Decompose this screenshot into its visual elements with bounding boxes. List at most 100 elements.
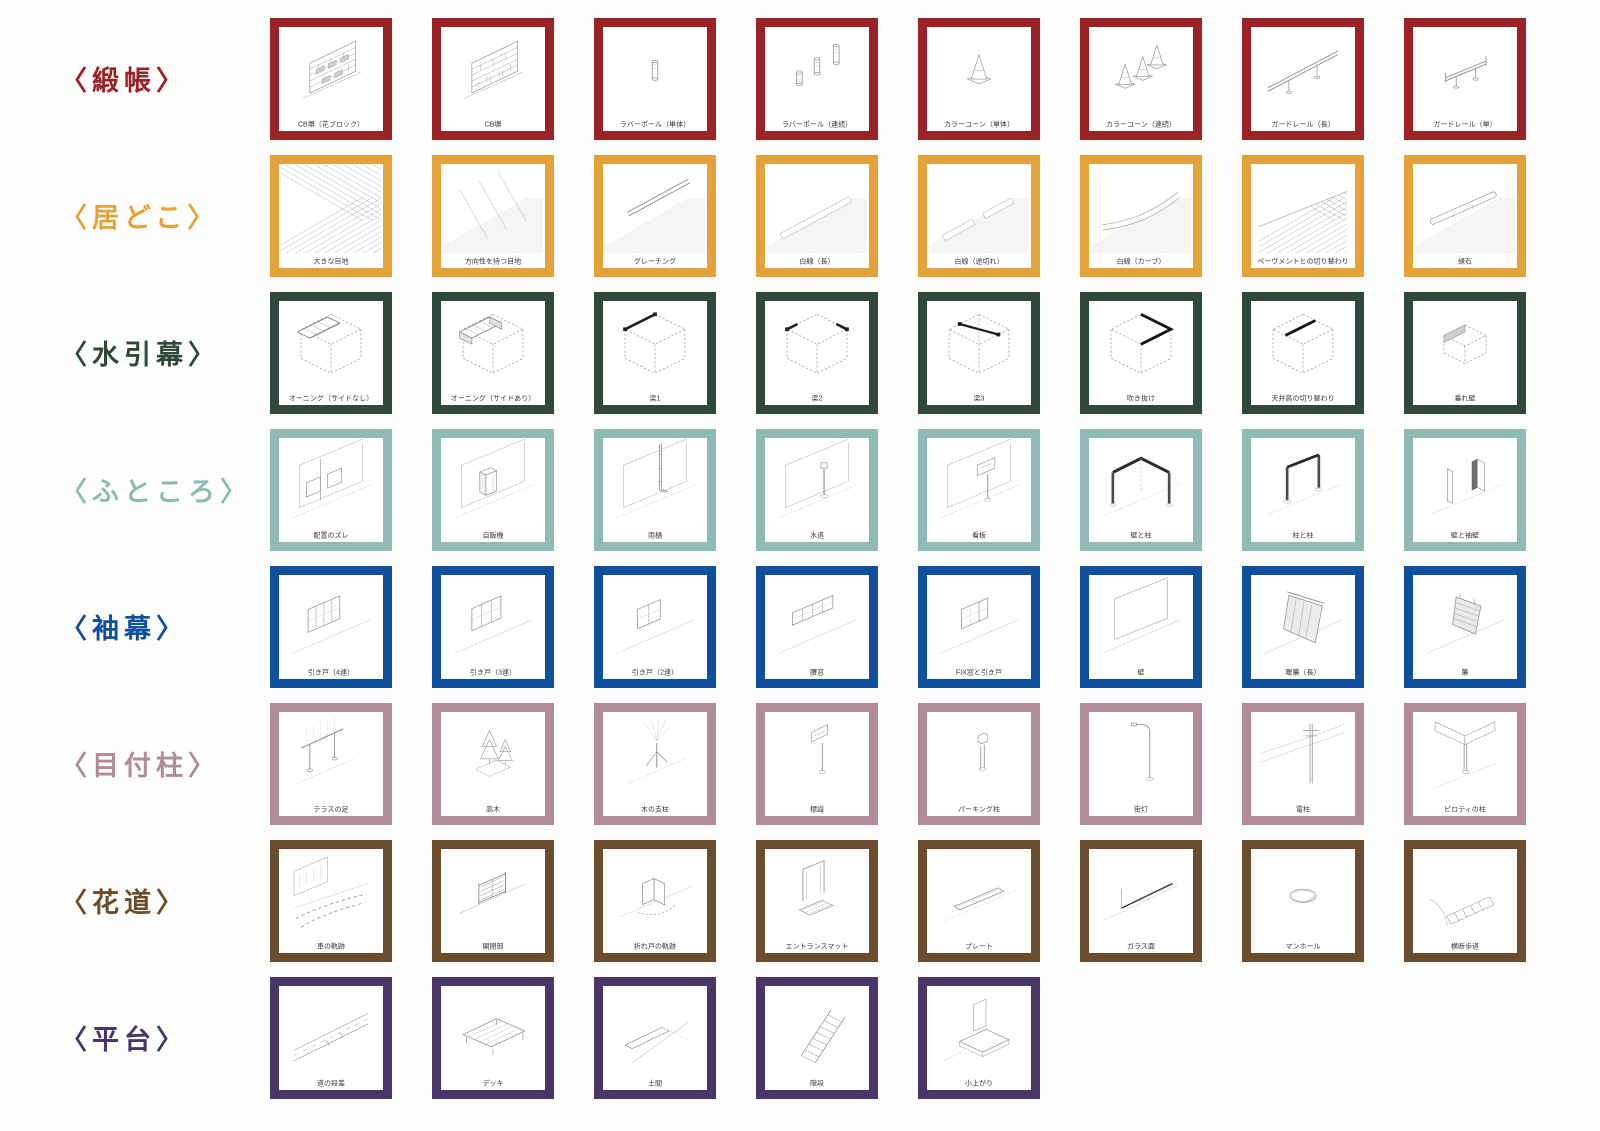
row-label: 〈緞帳〉 (60, 66, 188, 96)
pattern-card: 車の軌跡 (270, 839, 392, 962)
gate-sketch (459, 871, 527, 914)
pattern-row-7: 〈花道〉 車の軌跡 開閉部 折れ戸の軌跡 エントランスマット プレート ガラス面… (60, 839, 1600, 962)
pattern-card: グレーチング (594, 154, 716, 277)
beam3-sketch (948, 313, 1010, 374)
card-caption: ペーヴメントとの切り替わり (1257, 256, 1349, 265)
card-caption: デッキ (482, 1078, 504, 1087)
pattern-card: ラバーポール（単体） (594, 17, 716, 140)
pattern-card: 土間 (594, 976, 716, 1099)
card-caption: FIX窓と引き戸 (955, 667, 1003, 676)
car-track-sketch (293, 856, 369, 928)
pattern-card: 壁と袖壁 (1404, 428, 1526, 551)
streetlamp-sketch (1131, 722, 1154, 781)
pattern-card: 小上がり (918, 976, 1040, 1099)
awning-side-sketch (458, 313, 524, 374)
pattern-card: 梁2 (756, 291, 878, 414)
pattern-card: 水道 (756, 428, 878, 551)
card-caption: テラスの足 (313, 804, 349, 813)
card-caption: 大きな目地 (313, 256, 349, 265)
card-caption: 引き戸（2連） (631, 667, 679, 676)
card-caption: 高木 (485, 804, 501, 813)
stairs-sketch (800, 1009, 846, 1063)
gutter-sketch (616, 438, 696, 518)
noren-long-sketch (1264, 590, 1342, 654)
utility-pole-sketch (1260, 722, 1346, 783)
row-cards: オーニング（サイドなし） オーニング（サイドあり） 梁1 梁2 梁3 吹き抜け … (270, 291, 1526, 414)
card-caption: オーニング（サイドあり） (450, 393, 536, 402)
curb-sketch (1415, 191, 1515, 253)
terrace-legs-sketch (297, 714, 354, 784)
card-caption: パーキング柱 (957, 804, 1001, 813)
deck-sketch (462, 1017, 526, 1056)
crosswalk-sketch (1429, 896, 1495, 926)
pattern-card: 開閉部 (432, 839, 554, 962)
sign-sketch (811, 723, 828, 774)
card-caption: ガードレール（単） (1433, 119, 1497, 128)
card-caption: 白線（途切れ） (954, 256, 1004, 265)
cone-multi-sketch (1114, 43, 1168, 89)
pattern-card: 引き戸（3連） (432, 565, 554, 688)
pattern-card: 自販機 (432, 428, 554, 551)
row-cards: CB塀（花ブロック） CB塀 ラバーポール（単体） ラバーポール（連続） カラー… (270, 17, 1526, 140)
pattern-card: 道の段差 (270, 976, 392, 1099)
card-caption: 方向性を持つ目地 (464, 256, 522, 265)
card-caption: プレート (964, 941, 994, 950)
pattern-card: FIX窓と引き戸 (918, 565, 1040, 688)
pattern-card: カラーコーン（単体） (918, 17, 1040, 140)
pattern-card: ペーヴメントとの切り替わり (1242, 154, 1364, 277)
pattern-card: テラスの足 (270, 702, 392, 825)
pattern-card: 天井高の切り替わり (1242, 291, 1364, 414)
tree-support-sketch (628, 717, 686, 784)
pole-multi-sketch (796, 43, 840, 86)
card-caption: 標識 (809, 804, 825, 813)
grating-sketch (605, 178, 705, 253)
row-label: 〈ふところ〉 (60, 477, 252, 507)
pattern-card: パーキング柱 (918, 702, 1040, 825)
pattern-row-1: 〈緞帳〉 CB塀（花ブロック） CB塀 ラバーポール（単体） ラバーポール（連続… (60, 17, 1600, 140)
water-sketch (778, 438, 858, 518)
pattern-card: プレート (918, 839, 1040, 962)
folding-track-sketch (619, 877, 691, 917)
pattern-card: 横断歩道 (1404, 839, 1526, 962)
window-sketch (778, 594, 856, 654)
pattern-card: ガラス面 (1080, 839, 1202, 962)
wall-wing-sketch (1429, 458, 1503, 515)
card-caption: マンホール (1285, 941, 1321, 950)
card-caption: 吹き抜け (1126, 393, 1156, 402)
card-caption: 縁石 (1457, 256, 1473, 265)
card-caption: 腰窓 (809, 667, 825, 676)
row-label: 〈水引幕〉 (60, 340, 220, 370)
vending-sketch (454, 438, 534, 518)
cone-single-sketch (966, 53, 992, 84)
cb-wall-flower-sketch (302, 40, 362, 99)
pattern-card: カラーコーン（連続） (1080, 17, 1202, 140)
card-caption: 木の支柱 (640, 804, 670, 813)
card-caption: 壁と柱 (1130, 530, 1152, 539)
manhole-sketch (1289, 888, 1317, 903)
card-caption: CB塀 (484, 119, 502, 128)
line-broken-sketch (929, 196, 1029, 253)
pattern-card: 壁 (1080, 565, 1202, 688)
card-caption: カラーコーン（単体） (943, 119, 1015, 128)
wall-plain-sketch (1102, 576, 1180, 654)
pattern-card: ガードレール（単） (1404, 17, 1526, 140)
card-caption: 横断歩道 (1450, 941, 1480, 950)
pavement-switch-sketch (1258, 190, 1348, 253)
tree-sketch (474, 729, 513, 777)
pattern-row-8: 〈平台〉 道の段差 デッキ 土間 階段 小上がり (60, 976, 1600, 1099)
pattern-card: 壁と柱 (1080, 428, 1202, 551)
pattern-card: 高木 (432, 702, 554, 825)
card-caption: 垂れ壁 (1454, 393, 1476, 402)
pole-single-sketch (651, 59, 659, 81)
card-caption: 柱と柱 (1292, 530, 1314, 539)
pattern-row-6: 〈目付柱〉 テラスの足 高木 木の支柱 標識 パーキング柱 街灯 電柱 ピロティ… (60, 702, 1600, 825)
row-cards: テラスの足 高木 木の支柱 標識 パーキング柱 街灯 電柱 ピロティの柱 (270, 702, 1526, 825)
card-caption: 梁3 (973, 393, 985, 402)
pattern-card: エントランスマット (756, 839, 878, 962)
card-caption: 雨樋 (647, 530, 663, 539)
card-caption: 引き戸（3連） (469, 667, 517, 676)
pattern-card: 大きな目地 (270, 154, 392, 277)
hanging-wall-sketch (1443, 323, 1487, 364)
card-caption: 梁2 (811, 393, 823, 402)
card-caption: CB塀（花ブロック） (297, 119, 365, 128)
